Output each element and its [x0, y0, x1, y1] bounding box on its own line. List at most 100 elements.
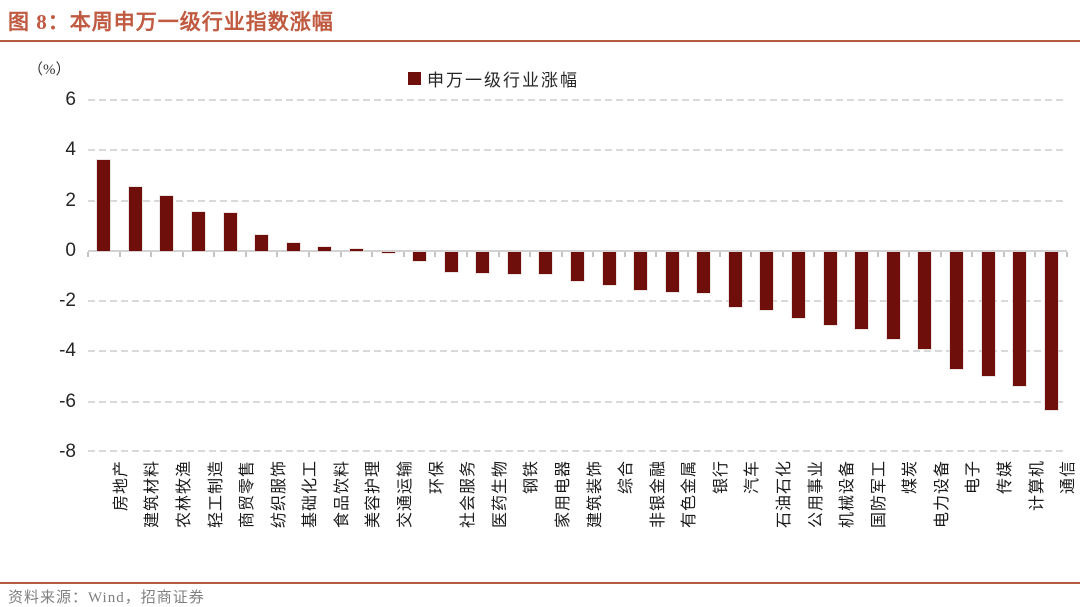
gridline: [88, 300, 1067, 303]
x-axis-tick: [371, 251, 374, 257]
y-axis-unit-label: （%）: [28, 62, 71, 78]
x-axis-zero-line: [88, 249, 1067, 252]
x-axis-tick: [813, 251, 816, 257]
bar: [286, 243, 300, 251]
x-axis-tick: [781, 251, 784, 257]
x-axis-tick: [939, 251, 942, 257]
x-category-label: 公用事业: [807, 460, 825, 529]
figure-title: 图 8：本周申万一级行业指数涨幅: [8, 10, 334, 34]
x-axis-tick: [560, 251, 563, 257]
y-tick-label: 0: [65, 239, 76, 261]
x-category-label: 石油石化: [775, 460, 793, 529]
bar: [160, 195, 174, 251]
bar: [539, 251, 553, 274]
x-category-label: 基础化工: [302, 460, 320, 529]
y-tick-label: 2: [65, 189, 76, 211]
x-category-label: 社会服务: [460, 460, 478, 529]
x-axis-tick: [434, 251, 437, 257]
x-axis-tick: [718, 251, 721, 257]
bar: [665, 251, 679, 293]
bar: [886, 251, 900, 339]
x-axis-tick: [244, 251, 247, 257]
bar: [255, 234, 269, 251]
x-category-label: 电子: [965, 460, 983, 495]
bar: [128, 186, 142, 251]
x-category-label: 有色金属: [681, 460, 699, 529]
x-axis-tick: [150, 251, 153, 257]
x-category-label: 通信: [1060, 460, 1078, 495]
bar: [223, 213, 237, 251]
x-axis-tick: [971, 251, 974, 257]
bar: [823, 251, 837, 325]
x-axis-tick: [623, 251, 626, 257]
source-divider: [0, 582, 1080, 584]
x-category-label: 钢铁: [523, 460, 541, 495]
x-axis-tick: [1066, 251, 1068, 257]
bar: [97, 160, 111, 251]
y-tick-label: -4: [59, 340, 76, 362]
source-note: 资料来源：Wind，招商证券: [8, 590, 205, 606]
x-category-label: 食品饮料: [333, 460, 351, 529]
bar: [349, 248, 363, 251]
x-axis-tick: [1002, 251, 1005, 257]
gridline: [88, 400, 1067, 403]
x-category-label: 交通运输: [397, 460, 415, 529]
x-axis-tick: [844, 251, 847, 257]
x-axis-tick: [592, 251, 595, 257]
x-category-label: 建筑装饰: [586, 460, 604, 529]
x-category-label: 汽车: [744, 460, 762, 495]
x-category-label: 国防军工: [870, 460, 888, 529]
bar: [855, 251, 869, 329]
gridline: [88, 450, 1067, 452]
bar: [697, 251, 711, 294]
x-axis-tick: [118, 251, 121, 257]
x-axis-tick: [529, 251, 532, 257]
bar: [507, 251, 521, 274]
x-category-label: 环保: [428, 460, 446, 495]
bar: [1013, 251, 1027, 387]
x-axis-tick: [87, 251, 89, 257]
bar: [1044, 251, 1058, 411]
y-tick-label: -2: [59, 290, 76, 312]
y-tick-label: -8: [59, 441, 76, 462]
bar: [792, 251, 806, 319]
x-category-label: 煤炭: [902, 460, 920, 495]
x-category-label: 计算机: [1028, 460, 1046, 512]
bar: [381, 251, 395, 253]
x-category-label: 传媒: [997, 460, 1015, 495]
gridline: [88, 99, 1067, 101]
bar: [634, 251, 648, 290]
x-category-label: 轻工制造: [207, 460, 225, 529]
x-axis-tick: [908, 251, 911, 257]
bar: [476, 251, 490, 274]
x-axis-tick: [339, 251, 342, 257]
x-axis-tick: [1034, 251, 1037, 257]
x-category-label: 医药生物: [491, 460, 509, 529]
bar: [571, 251, 584, 281]
x-axis-tick: [750, 251, 753, 257]
y-tick-label: 6: [65, 89, 76, 110]
x-category-label: 综合: [618, 460, 636, 495]
x-category-label: 农林牧渔: [175, 460, 193, 529]
bar: [918, 251, 932, 349]
x-axis-tick: [687, 251, 690, 257]
y-tick-label: -6: [59, 390, 76, 412]
bar: [760, 251, 774, 310]
bar: [949, 251, 963, 369]
x-category-label: 非银金融: [649, 460, 667, 529]
title-divider: [0, 40, 1080, 42]
x-axis-tick: [655, 251, 658, 257]
bar: [728, 251, 742, 308]
x-category-label: 银行: [712, 460, 730, 495]
x-category-label: 家用电器: [554, 460, 572, 529]
x-category-label: 机械设备: [839, 460, 857, 529]
gridline: [88, 350, 1067, 353]
x-axis-tick: [402, 251, 405, 257]
x-axis-tick: [465, 251, 468, 257]
bar: [981, 251, 995, 377]
y-tick-label: 4: [65, 139, 76, 161]
x-axis-tick: [876, 251, 879, 257]
x-category-label: 房地产: [112, 460, 130, 512]
x-category-label: 纺织服饰: [270, 460, 288, 529]
